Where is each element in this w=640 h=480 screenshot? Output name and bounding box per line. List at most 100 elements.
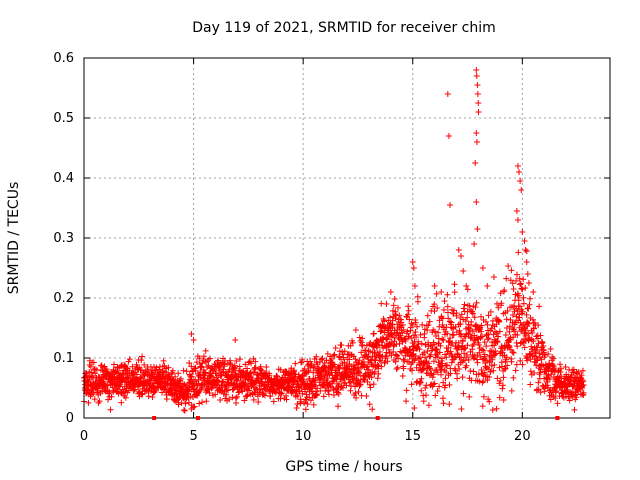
data-point	[439, 315, 446, 322]
data-point	[205, 386, 212, 393]
data-point	[500, 374, 507, 381]
data-point	[301, 366, 308, 373]
gap-marker	[555, 416, 560, 420]
data-point	[525, 330, 532, 337]
data-point	[293, 405, 300, 412]
data-point	[396, 312, 403, 319]
data-point	[558, 373, 565, 380]
data-point	[206, 389, 213, 396]
data-point	[250, 396, 257, 403]
data-point	[357, 381, 364, 388]
data-point	[504, 362, 511, 369]
data-point	[138, 390, 145, 397]
data-point	[480, 378, 487, 385]
data-point	[252, 364, 259, 371]
data-point	[214, 378, 221, 385]
data-point	[225, 387, 232, 394]
data-point	[432, 392, 439, 399]
data-point	[313, 353, 320, 360]
data-point	[347, 387, 354, 394]
data-point	[244, 365, 251, 372]
data-point	[450, 332, 457, 339]
data-point	[242, 361, 249, 368]
data-point	[328, 356, 335, 363]
data-point	[478, 346, 485, 353]
data-point	[330, 352, 337, 359]
data-point	[343, 382, 350, 389]
data-point	[374, 362, 381, 369]
data-point	[90, 390, 97, 397]
data-point	[325, 391, 332, 398]
data-point	[524, 271, 531, 277]
data-point	[401, 358, 408, 365]
data-point	[233, 358, 240, 365]
data-point	[479, 333, 486, 340]
data-point	[483, 343, 490, 350]
data-point	[340, 354, 347, 361]
data-point	[424, 348, 431, 355]
data-point	[478, 328, 485, 335]
data-point	[394, 352, 401, 359]
data-point	[571, 374, 578, 381]
data-point	[368, 361, 375, 368]
data-point	[562, 364, 569, 371]
data-point	[165, 364, 172, 371]
data-point	[123, 374, 130, 381]
data-point	[449, 331, 456, 338]
data-point	[412, 329, 419, 336]
data-point	[546, 376, 553, 383]
data-point	[118, 399, 125, 406]
data-point	[255, 398, 262, 405]
data-point	[476, 341, 483, 348]
data-point	[200, 353, 207, 360]
data-point	[180, 407, 187, 414]
data-point	[454, 350, 461, 357]
data-point	[475, 109, 482, 115]
data-point	[440, 337, 447, 344]
data-point	[160, 357, 167, 364]
data-point	[519, 229, 526, 235]
data-point	[439, 321, 446, 328]
data-point	[439, 336, 446, 343]
data-point	[483, 357, 490, 364]
data-point	[256, 389, 263, 396]
data-point	[399, 372, 406, 379]
data-point	[524, 319, 531, 326]
data-point	[136, 364, 143, 371]
data-point	[299, 356, 306, 363]
data-point	[364, 378, 371, 385]
data-point	[410, 265, 417, 271]
data-point	[481, 339, 488, 346]
data-point	[424, 312, 431, 319]
data-point	[391, 296, 398, 303]
data-point	[513, 271, 520, 278]
data-point	[471, 241, 478, 247]
data-point	[462, 318, 469, 325]
data-point	[426, 364, 433, 371]
data-point	[437, 342, 444, 349]
data-point	[356, 357, 363, 364]
data-point	[429, 374, 436, 381]
data-point	[310, 401, 317, 408]
data-point	[486, 398, 493, 405]
data-point	[92, 370, 99, 377]
data-point	[319, 355, 326, 362]
data-point	[163, 396, 170, 403]
data-point	[443, 324, 450, 331]
data-point	[480, 393, 487, 400]
data-point	[505, 263, 512, 270]
data-point	[297, 398, 304, 405]
data-point	[335, 381, 342, 388]
data-point	[371, 368, 378, 375]
data-point	[349, 339, 356, 346]
data-point	[421, 349, 428, 356]
data-point	[270, 398, 277, 405]
data-point	[524, 305, 531, 312]
data-point	[519, 286, 526, 293]
data-point	[217, 397, 224, 404]
data-point	[515, 292, 522, 299]
data-point	[351, 365, 358, 372]
data-point	[242, 381, 249, 388]
data-point	[578, 372, 585, 379]
data-point	[575, 368, 582, 375]
